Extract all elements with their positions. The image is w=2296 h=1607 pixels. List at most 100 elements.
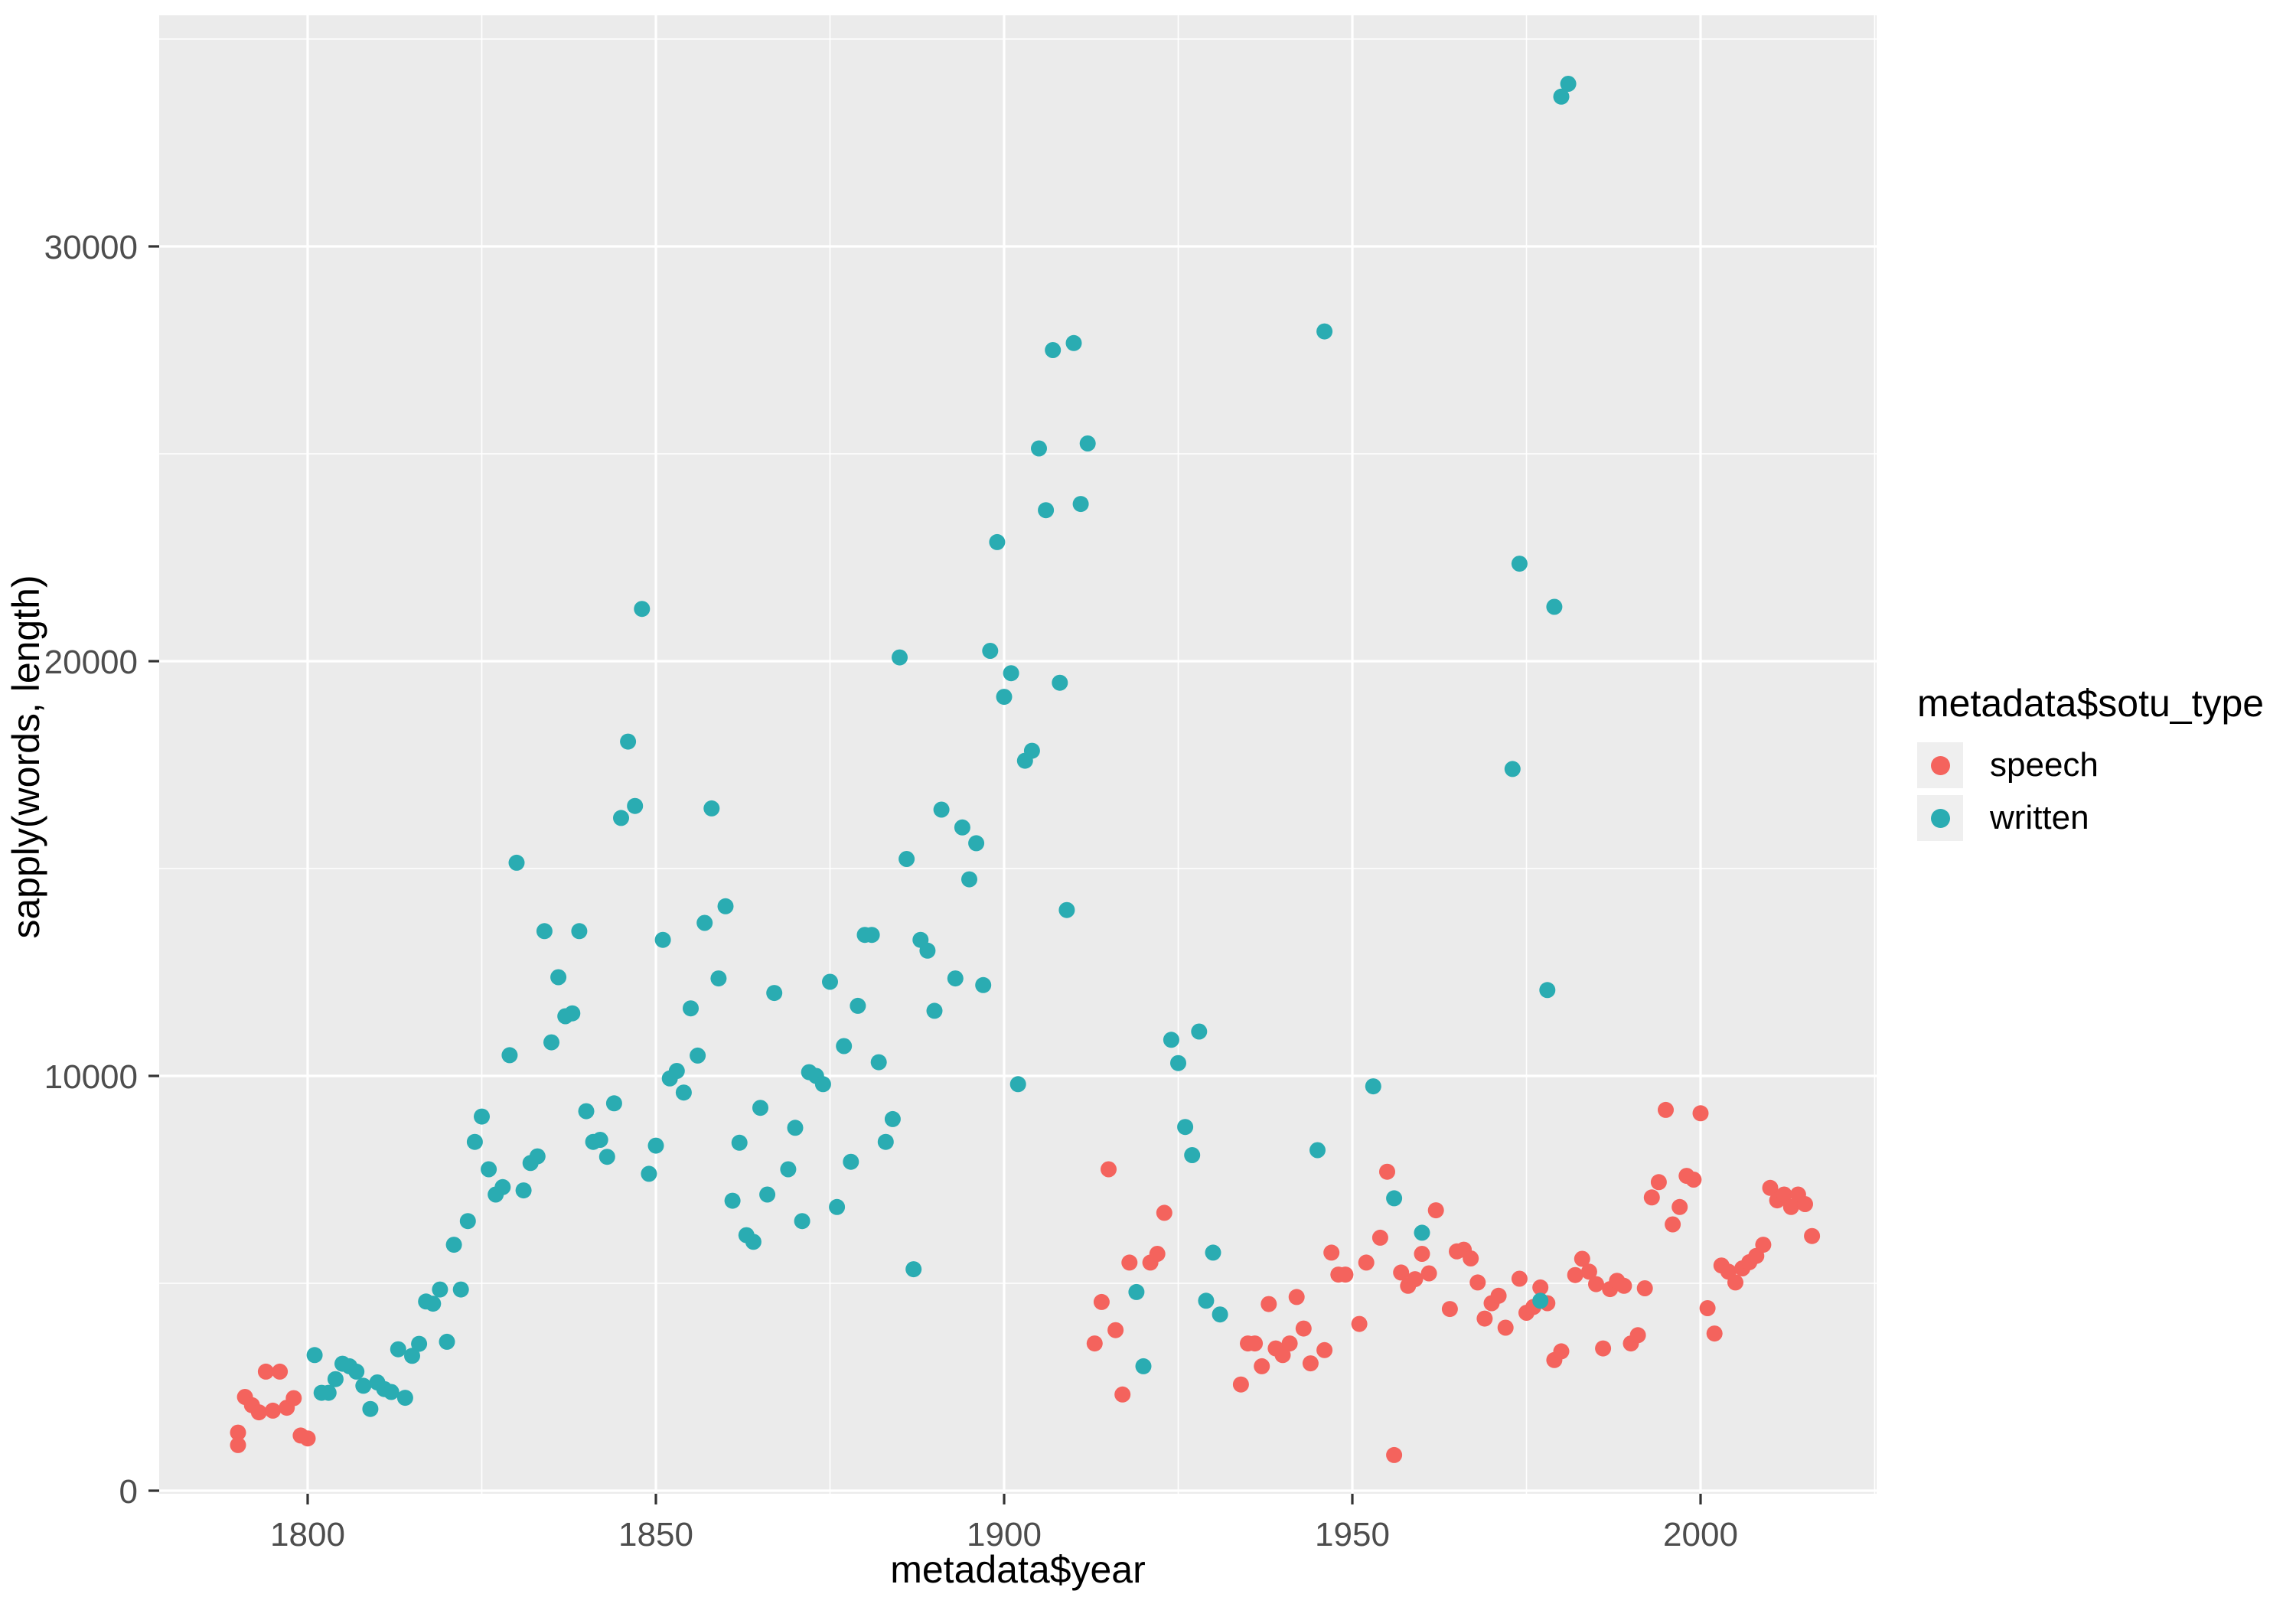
data-point-speech	[1302, 1355, 1319, 1372]
data-point-written	[320, 1384, 337, 1401]
data-point-written	[1504, 761, 1521, 777]
data-point-written	[1023, 742, 1040, 759]
data-point-written	[696, 914, 713, 931]
panel-background	[159, 15, 1877, 1494]
data-point-written	[794, 1213, 810, 1230]
data-point-written	[1198, 1292, 1215, 1309]
data-point-written	[439, 1333, 455, 1350]
data-point-written	[822, 973, 838, 990]
data-point-written	[355, 1377, 372, 1394]
data-point-written	[383, 1384, 400, 1400]
data-point-speech	[1337, 1266, 1354, 1283]
data-point-written	[605, 1095, 622, 1112]
data-point-speech	[1574, 1250, 1590, 1267]
data-point-written	[404, 1348, 420, 1364]
data-point-written	[1386, 1190, 1403, 1207]
data-point-written	[1052, 674, 1068, 691]
data-point-written	[564, 1005, 581, 1022]
data-point-written	[550, 969, 567, 986]
data-point-speech	[257, 1363, 274, 1380]
data-point-written	[877, 1133, 894, 1150]
data-point-written	[989, 533, 1006, 550]
data-point-written	[683, 1000, 699, 1017]
data-point-written	[884, 1110, 901, 1127]
data-point-written	[1212, 1306, 1228, 1323]
data-point-written	[1205, 1244, 1221, 1261]
data-point-written	[445, 1237, 462, 1253]
data-point-speech	[1379, 1163, 1395, 1180]
data-point-speech	[265, 1402, 281, 1419]
data-point-written	[836, 1038, 853, 1054]
data-point-speech	[1441, 1301, 1458, 1318]
data-point-written	[745, 1234, 762, 1250]
data-point-speech	[1490, 1287, 1507, 1304]
data-point-written	[592, 1132, 608, 1148]
data-point-written	[1316, 323, 1333, 340]
data-point-speech	[1407, 1271, 1424, 1288]
data-point-speech	[299, 1430, 316, 1447]
data-point-speech	[1580, 1263, 1597, 1280]
data-point-speech	[1553, 1343, 1570, 1360]
data-point-written	[752, 1100, 768, 1116]
data-point-speech	[1588, 1276, 1604, 1292]
data-point-speech	[1616, 1277, 1632, 1294]
x-axis-title: metadata$year	[890, 1548, 1146, 1591]
data-point-written	[501, 1047, 518, 1064]
data-point-written	[1546, 598, 1563, 615]
data-point-written	[1511, 556, 1528, 572]
data-point-written	[780, 1161, 797, 1178]
data-point-speech	[285, 1390, 302, 1407]
data-point-speech	[1393, 1264, 1410, 1281]
data-point-speech	[1351, 1315, 1368, 1332]
data-point-written	[766, 985, 783, 1002]
legend: metadata$sotu_type speech written	[1917, 681, 2264, 848]
data-point-written	[1072, 496, 1089, 513]
data-point-written	[481, 1161, 497, 1178]
data-point-written	[717, 898, 734, 914]
data-point-written	[452, 1281, 469, 1298]
data-point-written	[508, 854, 525, 871]
data-point-written	[1038, 502, 1055, 519]
data-point-written	[1184, 1147, 1201, 1163]
data-point-speech	[1101, 1161, 1117, 1178]
legend-title: metadata$sotu_type	[1917, 682, 2265, 725]
y-axis-title: sapply(words, length)	[5, 575, 47, 939]
data-point-written	[1058, 901, 1075, 918]
data-point-speech	[1699, 1300, 1716, 1316]
data-point-written	[1553, 88, 1570, 105]
data-point-speech	[1755, 1237, 1772, 1253]
data-point-written	[926, 1002, 943, 1019]
data-point-speech	[1797, 1196, 1813, 1212]
data-point-written	[515, 1182, 532, 1199]
data-point-written	[641, 1165, 657, 1182]
data-point-speech	[1093, 1293, 1110, 1310]
data-point-written	[1309, 1142, 1326, 1159]
data-point-written	[396, 1390, 413, 1407]
data-point-speech	[1643, 1189, 1660, 1206]
data-point-written	[654, 931, 671, 948]
y-tick-label-10000: 10000	[44, 1058, 138, 1096]
data-point-written	[947, 970, 964, 987]
data-point-written	[1170, 1054, 1186, 1071]
data-point-written	[647, 1137, 664, 1154]
data-point-speech	[1427, 1202, 1444, 1219]
data-point-written	[703, 800, 720, 817]
data-point-speech	[1497, 1319, 1514, 1336]
data-point-speech	[1358, 1254, 1375, 1271]
data-point-written	[620, 733, 637, 750]
data-point-written	[1365, 1078, 1381, 1095]
data-point-speech	[1567, 1266, 1583, 1283]
x-tick-label-2000: 2000	[1663, 1516, 1738, 1553]
data-point-speech	[1727, 1274, 1743, 1291]
data-point-speech	[1086, 1335, 1103, 1352]
data-point-written	[459, 1213, 476, 1230]
data-point-written	[850, 997, 866, 1014]
data-point-written	[348, 1363, 365, 1380]
legend-item-written: written	[1917, 795, 2264, 841]
data-point-speech	[1281, 1335, 1298, 1352]
data-point-written	[668, 1063, 685, 1079]
data-point-written	[870, 1054, 887, 1071]
data-point-speech	[1107, 1322, 1124, 1338]
data-point-speech	[250, 1404, 267, 1421]
